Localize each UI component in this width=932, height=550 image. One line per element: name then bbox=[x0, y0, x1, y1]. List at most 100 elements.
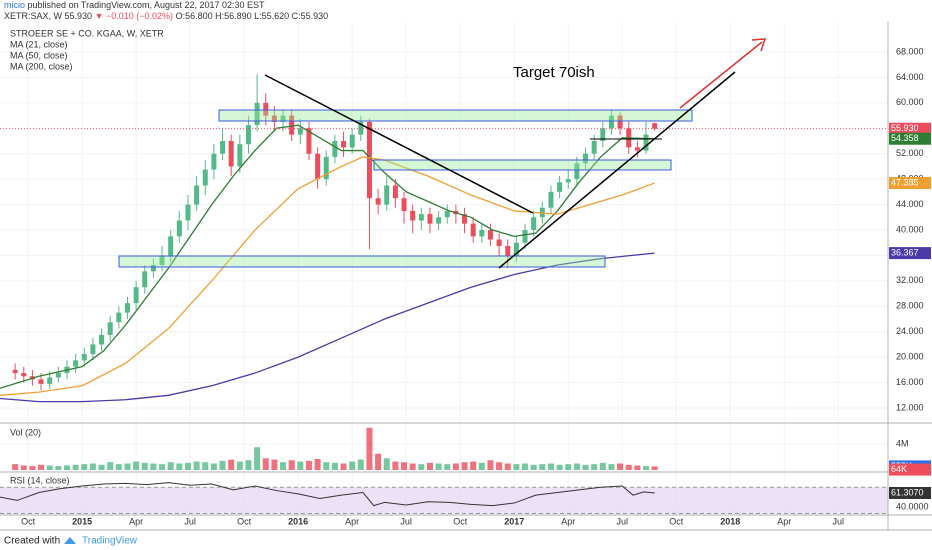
volume-bar bbox=[375, 453, 382, 470]
price-badge bbox=[889, 486, 931, 499]
candle-body bbox=[574, 163, 580, 180]
volume-bar bbox=[107, 462, 114, 470]
volume-bar bbox=[366, 427, 373, 470]
candle-body bbox=[505, 245, 511, 256]
candle-body bbox=[436, 217, 442, 224]
y-tick-label: 60.000 bbox=[896, 97, 924, 107]
candle-body bbox=[124, 303, 130, 313]
volume-bar bbox=[81, 464, 88, 470]
candle-body bbox=[47, 377, 53, 384]
candle-body bbox=[271, 115, 277, 122]
volume-bar bbox=[141, 462, 148, 470]
candle-body bbox=[462, 214, 468, 224]
volume-bar bbox=[470, 461, 477, 470]
volume-bar bbox=[625, 464, 632, 470]
logo bbox=[64, 537, 76, 544]
candle-body bbox=[116, 312, 122, 323]
price-badge-label: 61.3070 bbox=[891, 487, 924, 497]
x-tick-label: Apr bbox=[561, 516, 575, 526]
zone bbox=[218, 109, 693, 122]
x-tick-label: Apr bbox=[777, 516, 791, 526]
volume-bar bbox=[461, 462, 468, 470]
candle-body bbox=[513, 242, 519, 256]
price-badge-label: 47.385 bbox=[891, 177, 919, 187]
volume-bar bbox=[20, 465, 27, 470]
pane-title: RSI (14, close) bbox=[10, 475, 70, 485]
legend-entry: MA (50, close) bbox=[10, 50, 68, 60]
candle-body bbox=[237, 144, 243, 167]
volume-bar bbox=[349, 461, 356, 470]
volume-bar bbox=[556, 464, 563, 470]
volume-bar bbox=[219, 460, 226, 470]
volume-bar bbox=[12, 464, 19, 470]
change: ▼ −0.010 (−0.02%) bbox=[95, 11, 173, 21]
candle-body bbox=[634, 147, 640, 151]
candle-body bbox=[133, 287, 139, 304]
candle-body bbox=[176, 220, 182, 237]
price-badge-label: 36.367 bbox=[891, 247, 919, 257]
moving-average bbox=[0, 124, 655, 389]
volume-bar bbox=[357, 459, 364, 470]
moving-average bbox=[0, 156, 655, 396]
candle-body bbox=[90, 344, 96, 354]
rsi-line bbox=[0, 482, 655, 507]
candle-body bbox=[583, 153, 589, 164]
candle-body bbox=[410, 210, 416, 221]
candle-body bbox=[522, 230, 528, 243]
x-tick-label: 2016 bbox=[288, 516, 308, 526]
volume-bar bbox=[582, 464, 589, 470]
volume-bar bbox=[643, 466, 650, 470]
legend-entry: MA (21, close) bbox=[10, 39, 68, 49]
candle-body bbox=[99, 334, 105, 345]
candle-body bbox=[73, 360, 79, 367]
author[interactable]: micio bbox=[4, 0, 25, 10]
y-tick-label: 12.000 bbox=[896, 402, 924, 412]
candle-body bbox=[427, 214, 433, 224]
candle-body bbox=[341, 141, 347, 148]
footer-text: Created with bbox=[4, 536, 60, 547]
volume-bar bbox=[184, 462, 191, 470]
volume-bar bbox=[478, 462, 485, 470]
drawings bbox=[118, 38, 767, 269]
candle-body bbox=[531, 217, 537, 231]
price-badge-label: 54.358 bbox=[891, 133, 919, 143]
price-badge-label: 64K bbox=[891, 464, 907, 474]
candle-body bbox=[12, 369, 18, 374]
trend-line bbox=[498, 71, 736, 269]
volume-bar bbox=[487, 460, 494, 470]
candle-body bbox=[315, 153, 321, 180]
volume-bar bbox=[38, 464, 45, 470]
x-tick-label: Apr bbox=[345, 516, 359, 526]
price-badge bbox=[889, 132, 931, 145]
volume-bar bbox=[297, 461, 304, 470]
price-badge bbox=[889, 463, 931, 476]
candle-body bbox=[194, 185, 200, 205]
candle-body bbox=[107, 322, 113, 335]
volume-bar bbox=[89, 463, 96, 470]
volume-bar bbox=[314, 458, 321, 470]
candle-body bbox=[652, 123, 658, 129]
y-tick-label: 52.000 bbox=[896, 148, 924, 158]
zone bbox=[373, 159, 672, 171]
publish-line: micio published on TradingView.com, Augu… bbox=[4, 0, 265, 10]
candle-body bbox=[401, 198, 407, 211]
volume-bar bbox=[236, 461, 243, 470]
footer-brand[interactable]: TradingView bbox=[82, 536, 138, 547]
candle-body bbox=[349, 134, 355, 148]
x-tick-label: Oct bbox=[237, 516, 252, 526]
candle-body bbox=[323, 156, 329, 180]
y-tick-label: 28.000 bbox=[896, 301, 924, 311]
volume-bar bbox=[305, 460, 312, 470]
volume-bar bbox=[617, 463, 624, 470]
volume-bar bbox=[331, 462, 338, 470]
candle-body bbox=[211, 153, 217, 170]
trend-line bbox=[264, 74, 534, 214]
x-tick-label: Jul bbox=[616, 516, 628, 526]
volume-bar bbox=[530, 464, 537, 470]
y-tick-label: 40.000 bbox=[896, 224, 924, 234]
grid bbox=[0, 22, 888, 515]
candle-body bbox=[418, 214, 424, 221]
candle-body bbox=[548, 191, 554, 208]
price-badge bbox=[889, 122, 931, 135]
price-badge-label: 55.930 bbox=[891, 123, 919, 133]
